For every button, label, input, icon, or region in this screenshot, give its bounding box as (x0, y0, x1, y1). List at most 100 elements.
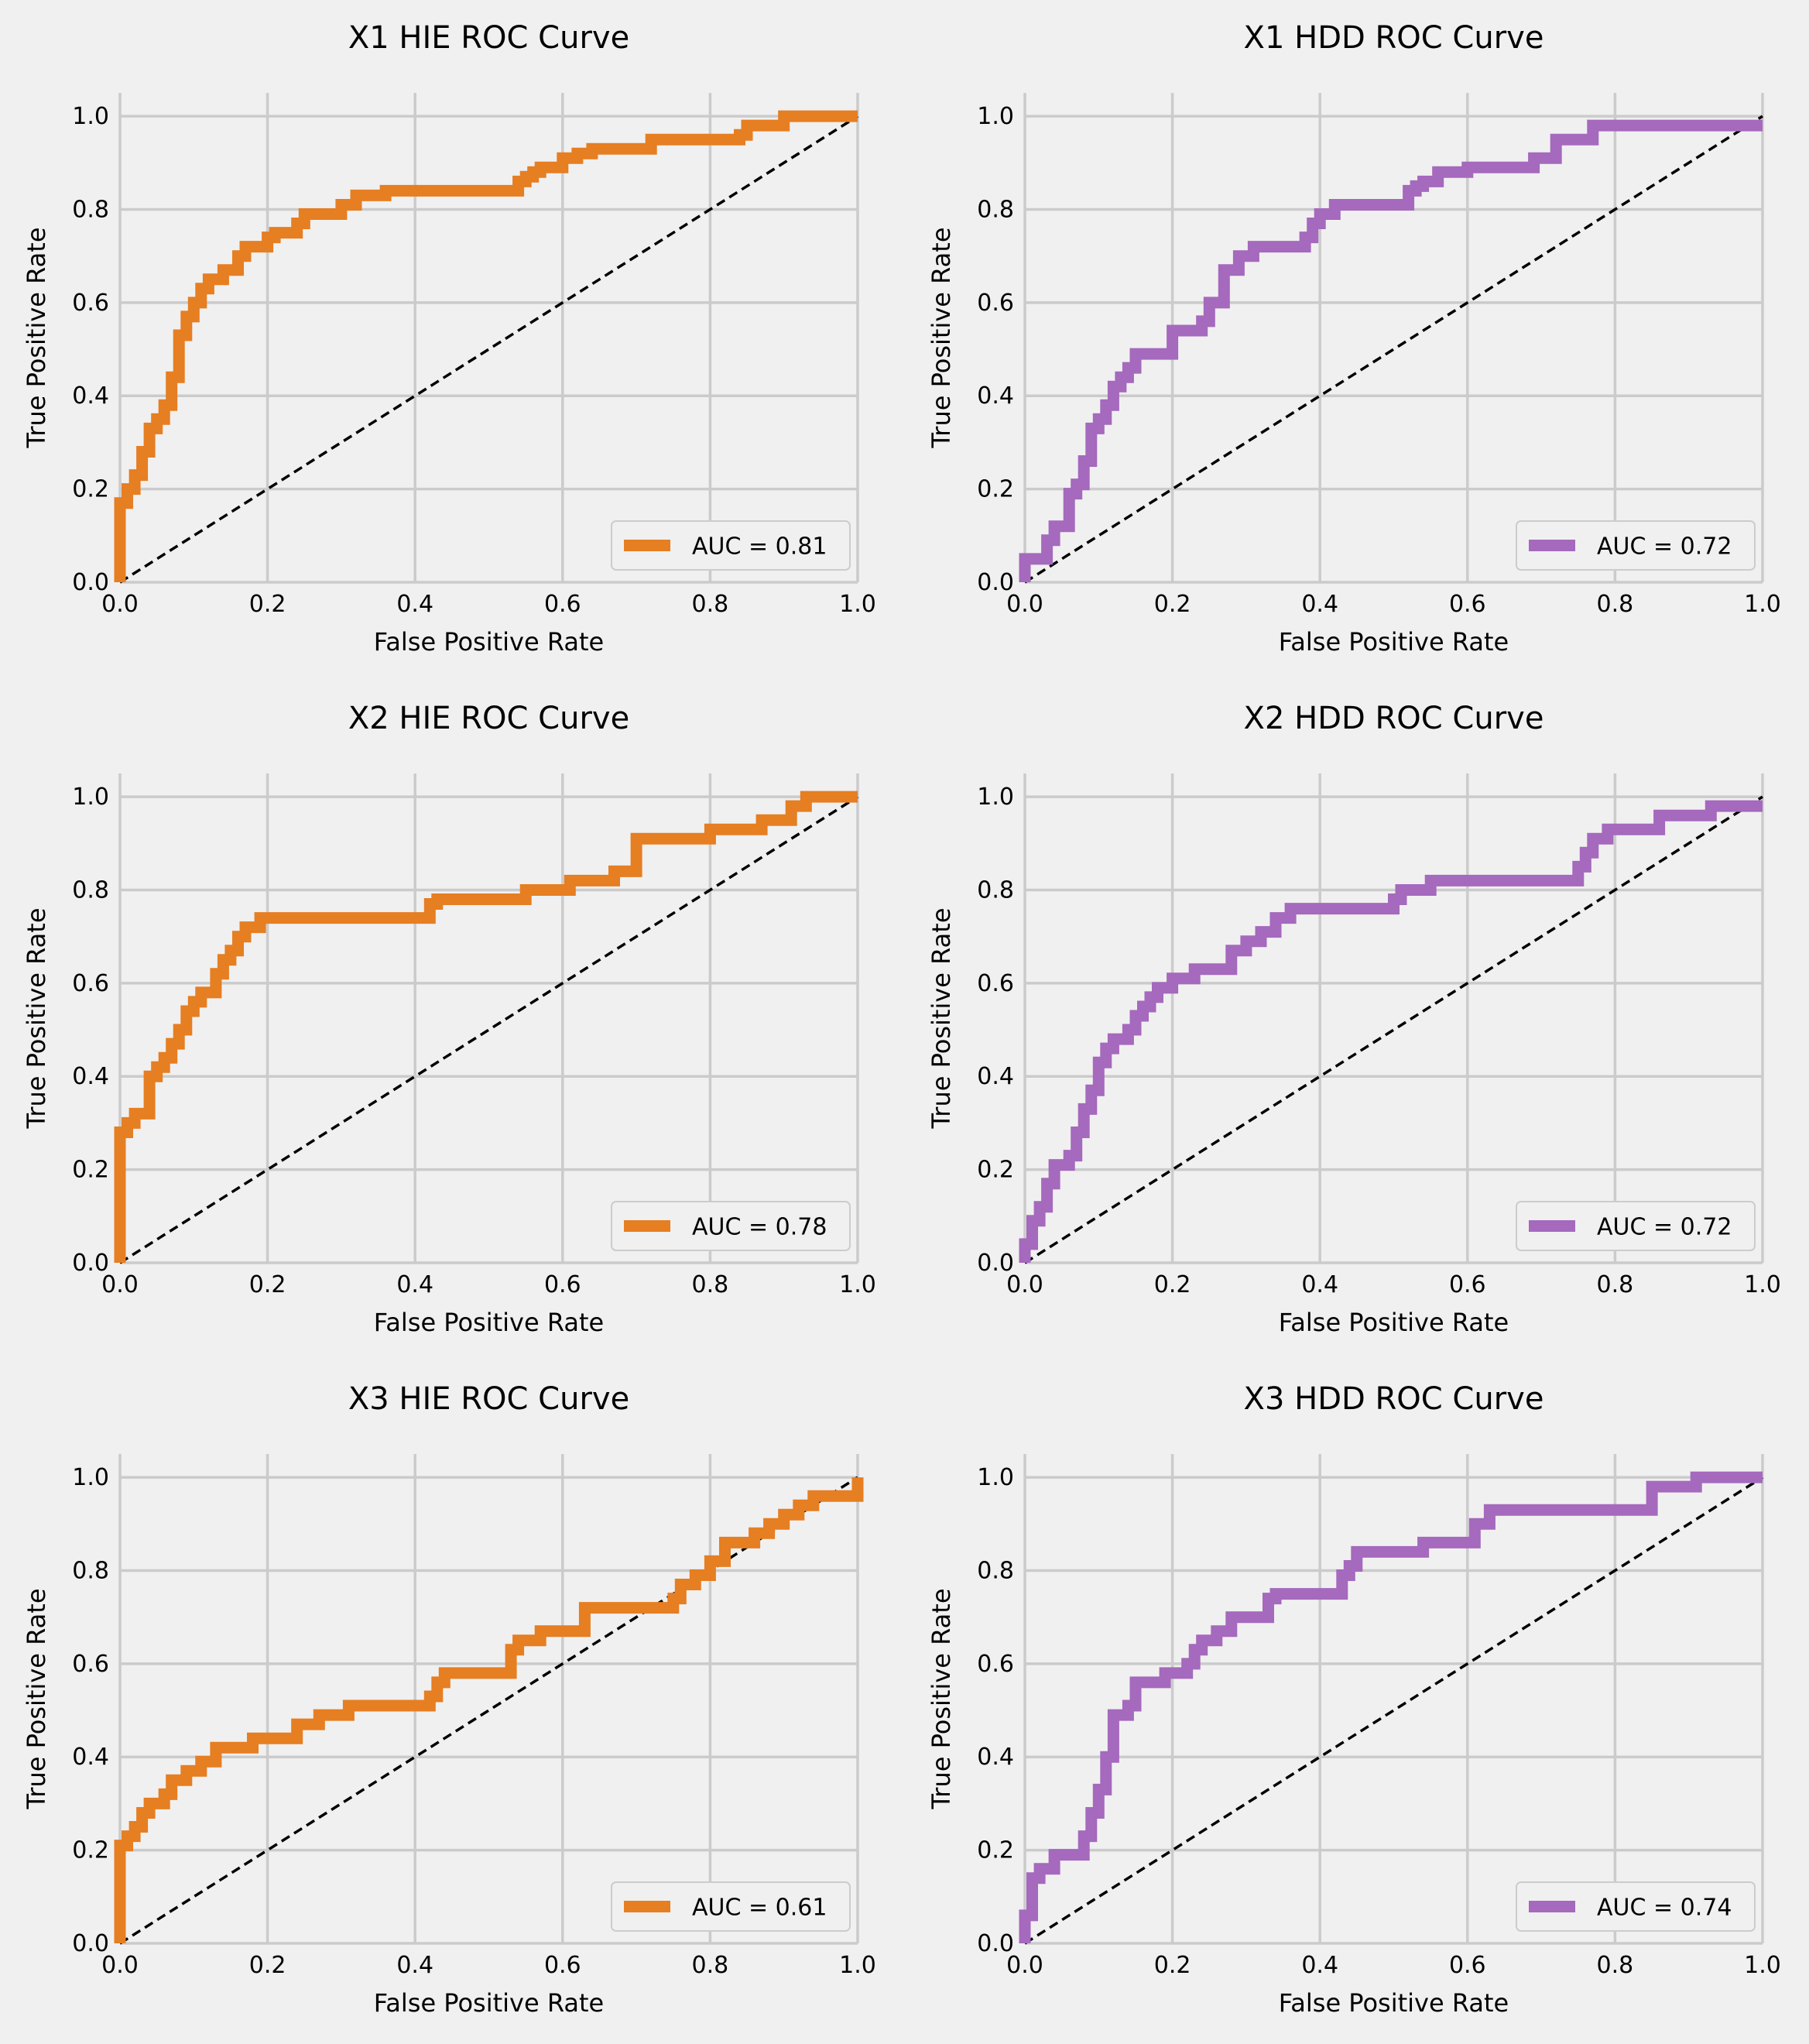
chart-title: X3 HIE ROC Curve (348, 1381, 629, 1417)
x-tick-label: 0.4 (396, 1952, 433, 1979)
x-tick-label: 0.6 (1449, 1271, 1486, 1298)
x-axis-label: False Positive Rate (374, 627, 604, 657)
x-axis-label: False Positive Rate (1279, 627, 1509, 657)
y-tick-label: 0.4 (72, 1744, 109, 1771)
legend-label: AUC = 0.78 (692, 1214, 827, 1241)
grid (1023, 93, 1764, 584)
grid (118, 773, 859, 1264)
legend-box (611, 520, 851, 571)
y-tick-label: 1.0 (72, 784, 109, 811)
y-tick-label: 1.0 (72, 1464, 109, 1491)
chance-diagonal-line (1024, 795, 1763, 1264)
legend: AUC = 0.81 (611, 520, 851, 571)
legend: AUC = 0.72 (1516, 1201, 1756, 1251)
x-tick-label: 0.2 (249, 1952, 286, 1979)
x-tick-label: 1.0 (1744, 591, 1781, 618)
chart-title: X2 HDD ROC Curve (1244, 701, 1544, 736)
legend: AUC = 0.61 (611, 1881, 851, 1932)
x-tick-label: 1.0 (839, 1271, 876, 1298)
y-axis-label: True Positive Rate (927, 227, 956, 448)
y-tick-label: 1.0 (977, 103, 1014, 130)
legend-box (1516, 1201, 1756, 1251)
y-tick-label: 0.2 (977, 1837, 1014, 1864)
x-axis-label: False Positive Rate (374, 1988, 604, 2018)
x-tick-label: 0.0 (101, 1952, 139, 1979)
legend-label: AUC = 0.74 (1597, 1895, 1732, 1922)
x-axis-label: False Positive Rate (1279, 1988, 1509, 2018)
chart-title: X2 HIE ROC Curve (348, 701, 629, 736)
y-tick-label: 0.8 (72, 196, 109, 223)
legend: AUC = 0.72 (1516, 520, 1756, 571)
y-tick-label: 0.0 (977, 569, 1014, 596)
x-tick-label: 0.2 (1154, 1271, 1191, 1298)
y-tick-label: 0.8 (977, 1557, 1014, 1584)
grid (118, 1454, 859, 1945)
chance-diagonal-line (119, 1476, 858, 1945)
x-axis-label: False Positive Rate (1279, 1308, 1509, 1337)
x-tick-label: 0.8 (692, 591, 729, 618)
roc-curve-line (1019, 119, 1763, 582)
x-tick-label: 0.6 (544, 1952, 581, 1979)
y-tick-label: 1.0 (72, 103, 109, 130)
x-tick-label: 0.8 (692, 1952, 729, 1979)
x-tick-label: 0.4 (1301, 1271, 1338, 1298)
legend-label: AUC = 0.72 (1597, 533, 1732, 561)
x-tick-label: 0.4 (1301, 1952, 1338, 1979)
legend-label: AUC = 0.81 (692, 533, 827, 561)
y-tick-label: 0.6 (977, 970, 1014, 997)
y-tick-label: 0.8 (72, 876, 109, 904)
roc-panel-4: 0.0 0.2 0.4 0.6 0.8 1.0 0.0 0.2 0.4 0.6 0.8 1.0 X2 H… (927, 701, 1781, 1337)
y-tick-label: 0.6 (72, 290, 109, 317)
y-axis-label: True Positive Rate (927, 1588, 956, 1809)
x-axis-label: False Positive Rate (374, 1308, 604, 1337)
y-tick-label: 0.4 (977, 382, 1014, 410)
roc-panel-1: 0.0 0.2 0.4 0.6 0.8 1.0 0.0 0.2 0.4 0.6 0.8 1.0 X1 H… (22, 20, 876, 657)
y-axis-label: True Positive Rate (22, 907, 51, 1129)
legend-box (611, 1201, 851, 1251)
roc-curve-line (114, 791, 858, 1263)
roc-curve-line (114, 1477, 864, 1943)
y-tick-label: 0.0 (72, 1250, 109, 1277)
roc-curve-line (1019, 800, 1763, 1263)
x-tick-label: 0.2 (1154, 591, 1191, 618)
x-tick-label: 0.4 (396, 1271, 433, 1298)
x-tick-label: 0.8 (1597, 591, 1634, 618)
x-tick-label: 0.0 (1006, 1952, 1043, 1979)
x-tick-label: 0.2 (249, 591, 286, 618)
x-tick-label: 0.0 (101, 1271, 139, 1298)
grid (1023, 773, 1764, 1264)
x-tick-label: 0.8 (1597, 1271, 1634, 1298)
y-tick-label: 1.0 (977, 1464, 1014, 1491)
roc-panel-5: 0.0 0.2 0.4 0.6 0.8 1.0 0.0 0.2 0.4 0.6 0.8 1.0 X3 H… (22, 1381, 876, 2018)
y-tick-label: 0.0 (72, 1930, 109, 1957)
y-tick-label: 0.6 (977, 290, 1014, 317)
chart-title: X1 HDD ROC Curve (1244, 20, 1544, 56)
y-tick-label: 0.2 (72, 476, 109, 503)
x-tick-label: 1.0 (1744, 1271, 1781, 1298)
chart-title: X1 HIE ROC Curve (348, 20, 629, 56)
y-tick-label: 0.4 (72, 1063, 109, 1090)
x-tick-label: 0.0 (101, 591, 139, 618)
chance-diagonal-line (119, 795, 858, 1264)
roc-curve-line (114, 110, 858, 582)
x-tick-label: 1.0 (839, 591, 876, 618)
x-tick-label: 0.8 (692, 1271, 729, 1298)
x-tick-label: 0.4 (396, 591, 433, 618)
y-axis-label: True Positive Rate (22, 1588, 51, 1809)
x-tick-label: 0.0 (1006, 591, 1043, 618)
y-axis-label: True Positive Rate (22, 227, 51, 448)
y-tick-label: 0.4 (977, 1063, 1014, 1090)
x-tick-label: 0.2 (249, 1271, 286, 1298)
x-tick-label: 1.0 (1744, 1952, 1781, 1979)
legend-box (1516, 520, 1756, 571)
chance-diagonal-line (1024, 1476, 1763, 1945)
x-tick-label: 0.6 (1449, 1952, 1486, 1979)
chance-diagonal-line (119, 115, 858, 584)
x-tick-label: 0.4 (1301, 591, 1338, 618)
x-tick-label: 0.6 (1449, 591, 1486, 618)
chance-diagonal-line (1024, 115, 1763, 584)
y-tick-label: 0.6 (72, 1651, 109, 1678)
y-tick-label: 0.0 (977, 1930, 1014, 1957)
